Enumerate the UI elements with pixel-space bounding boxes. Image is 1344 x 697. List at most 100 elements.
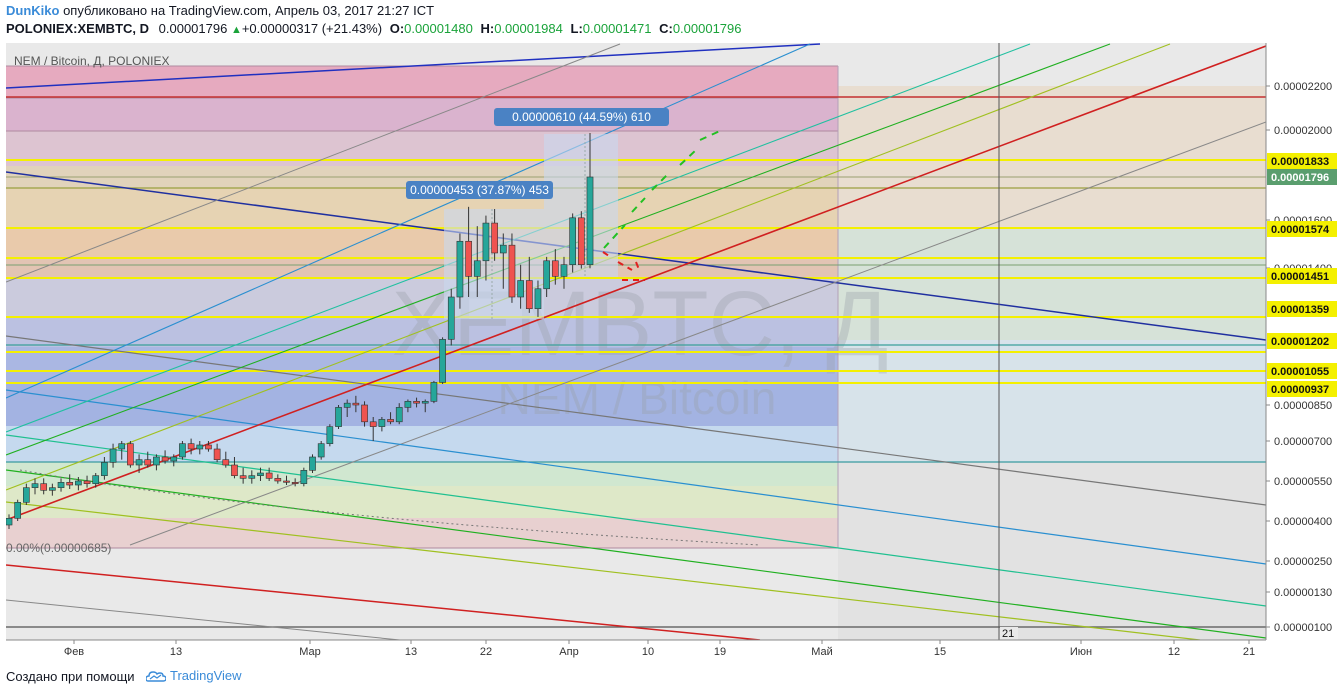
candle[interactable]	[300, 467, 308, 487]
candle[interactable]	[317, 441, 325, 460]
level-price-tag: 0.00001055	[1267, 363, 1337, 379]
candle[interactable]	[170, 454, 178, 467]
candle[interactable]	[421, 399, 429, 413]
candle-body	[343, 402, 351, 408]
candle[interactable]	[404, 399, 412, 413]
candle-body	[395, 407, 403, 423]
candle[interactable]	[161, 450, 169, 464]
candle[interactable]	[491, 209, 498, 261]
candle[interactable]	[92, 473, 100, 488]
candle[interactable]	[187, 438, 195, 455]
candle[interactable]	[57, 478, 65, 492]
candle[interactable]	[127, 441, 134, 468]
trend-line	[6, 45, 1266, 521]
made-with-text: Создано при помощи	[6, 669, 135, 684]
candle[interactable]	[83, 475, 91, 488]
fib-band	[6, 486, 838, 518]
x-tick-label: Мар	[299, 646, 321, 658]
price-tag-text: 0.00001796	[1271, 172, 1329, 184]
candle[interactable]	[309, 454, 316, 473]
author-name[interactable]: DunKiko	[6, 3, 60, 18]
x-tick-label: 13	[405, 646, 417, 658]
candle[interactable]	[551, 249, 559, 285]
candle[interactable]	[560, 256, 568, 289]
candle[interactable]	[66, 474, 74, 489]
candle[interactable]	[395, 403, 403, 425]
candle-body	[196, 444, 204, 450]
candle-body	[205, 444, 212, 450]
candle[interactable]	[31, 478, 39, 495]
candle[interactable]	[239, 467, 247, 484]
candle[interactable]	[387, 412, 394, 425]
candle[interactable]	[508, 233, 516, 303]
candle[interactable]	[222, 451, 230, 468]
candle[interactable]	[447, 288, 455, 346]
candle[interactable]	[361, 401, 368, 427]
measure-label[interactable]: 0.00000610 (44.59%) 610	[494, 108, 669, 126]
candle[interactable]	[265, 467, 273, 481]
tradingview-link[interactable]: TradingView	[146, 668, 242, 683]
close-value: 0.00001796	[672, 21, 742, 36]
candle[interactable]	[75, 477, 82, 491]
candle[interactable]	[352, 395, 360, 413]
measure-label[interactable]: 0.00000453 (37.87%) 453	[406, 181, 553, 199]
candle-body	[465, 240, 472, 277]
candle-body	[430, 382, 438, 402]
candle[interactable]	[196, 441, 204, 455]
candle[interactable]	[205, 441, 212, 452]
candle[interactable]	[231, 457, 238, 479]
candle[interactable]	[179, 441, 186, 460]
candle-body	[118, 443, 126, 450]
candle[interactable]	[144, 451, 152, 468]
candle[interactable]	[430, 380, 438, 404]
candle[interactable]	[283, 475, 290, 485]
candle[interactable]	[482, 215, 490, 281]
candle[interactable]	[517, 264, 524, 309]
candle[interactable]	[569, 213, 576, 273]
candle-body	[517, 280, 524, 298]
candle[interactable]	[343, 399, 351, 417]
candle[interactable]	[291, 478, 299, 487]
candle[interactable]	[577, 211, 585, 269]
candle[interactable]	[586, 132, 594, 269]
candle[interactable]	[101, 457, 108, 480]
candle[interactable]	[335, 405, 342, 429]
candle[interactable]	[413, 397, 420, 408]
candle[interactable]	[257, 467, 264, 481]
candle[interactable]	[248, 470, 256, 484]
candle[interactable]	[543, 256, 550, 297]
candle[interactable]	[499, 233, 507, 289]
candle[interactable]	[135, 454, 143, 473]
candle-body	[551, 260, 559, 277]
candle[interactable]	[109, 443, 117, 468]
candle[interactable]	[6, 514, 13, 529]
candle[interactable]	[378, 417, 386, 432]
candle[interactable]	[118, 441, 126, 460]
level-price-tag: 0.00001833	[1267, 153, 1337, 169]
candle[interactable]	[326, 424, 334, 447]
candle-body	[6, 518, 13, 526]
candle-body	[257, 472, 264, 476]
fib-band	[6, 426, 838, 462]
candle[interactable]	[525, 256, 533, 313]
candle-body	[413, 401, 420, 404]
fib-label: 0.00%(0.00000685)	[6, 541, 111, 555]
candle[interactable]	[439, 337, 446, 384]
up-arrow-icon: ▲	[230, 24, 242, 36]
candle[interactable]	[213, 443, 221, 463]
candle[interactable]	[274, 474, 282, 484]
candle[interactable]	[456, 233, 464, 309]
candle[interactable]	[473, 226, 481, 297]
candle[interactable]	[14, 499, 22, 521]
candle[interactable]	[534, 280, 542, 317]
published-text: опубликовано на TradingView.com, Апрель …	[63, 3, 435, 18]
candle[interactable]	[23, 483, 30, 505]
candle[interactable]	[465, 206, 472, 297]
crosshair-date-tag: 21	[1000, 627, 1018, 640]
candle-body	[92, 475, 100, 484]
candle[interactable]	[369, 417, 377, 441]
candle[interactable]	[49, 483, 56, 496]
candle[interactable]	[153, 454, 160, 471]
candle[interactable]	[40, 478, 48, 495]
